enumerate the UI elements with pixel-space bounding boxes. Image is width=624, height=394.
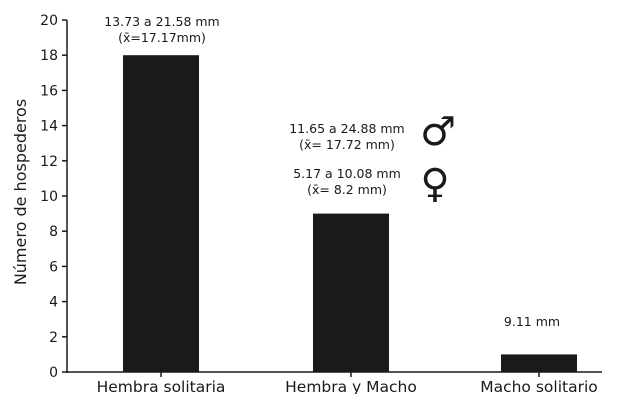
y-tick-label: 8	[49, 224, 58, 240]
annotation-label: (x̄=17.17mm)	[118, 30, 206, 45]
chart-annotations: 13.73 a 21.58 mm(x̄=17.17mm) 11.65 a 24.8…	[104, 14, 560, 329]
annotation-label: (x̄= 17.72 mm)	[299, 137, 395, 152]
chart-bars	[123, 55, 577, 372]
annotation-label: 13.73 a 21.58 mm	[104, 14, 220, 29]
chart-axes: 0 2 4 6 8 10 12 14 16 18 20 Hembra solitaria Hembra …	[40, 13, 602, 394]
female-symbol-icon: ♀	[420, 161, 449, 207]
y-tick-label: 6	[49, 259, 58, 275]
y-tick-label: 4	[49, 295, 58, 311]
male-symbol-icon: ♂	[420, 109, 456, 155]
annotation-label: 9.11 mm	[504, 314, 560, 329]
annotation-label: (x̄= 8.2 mm)	[307, 182, 387, 197]
y-tick-label: 14	[40, 119, 58, 135]
y-tick-label: 20	[40, 13, 58, 29]
y-tick-label: 0	[49, 365, 58, 381]
y-tick-label: 2	[49, 330, 58, 346]
y-tick-label: 12	[40, 154, 58, 170]
bar-hembra-y-macho	[313, 213, 389, 372]
bar-hembra-solitaria	[123, 55, 199, 372]
y-tick-label: 18	[40, 48, 58, 64]
annotation-label: 5.17 a 10.08 mm	[293, 166, 401, 181]
annotation-label: 11.65 a 24.88 mm	[289, 121, 405, 136]
y-tick-label: 16	[40, 83, 58, 99]
y-tick-label: 10	[40, 189, 58, 205]
x-tick-label: Macho solitario	[480, 378, 598, 394]
x-tick-label: Hembra solitaria	[97, 378, 226, 394]
bar-macho-solitario	[501, 354, 577, 372]
x-tick-label: Hembra y Macho	[285, 378, 417, 394]
y-axis-label: Número de hospederos	[11, 99, 30, 285]
